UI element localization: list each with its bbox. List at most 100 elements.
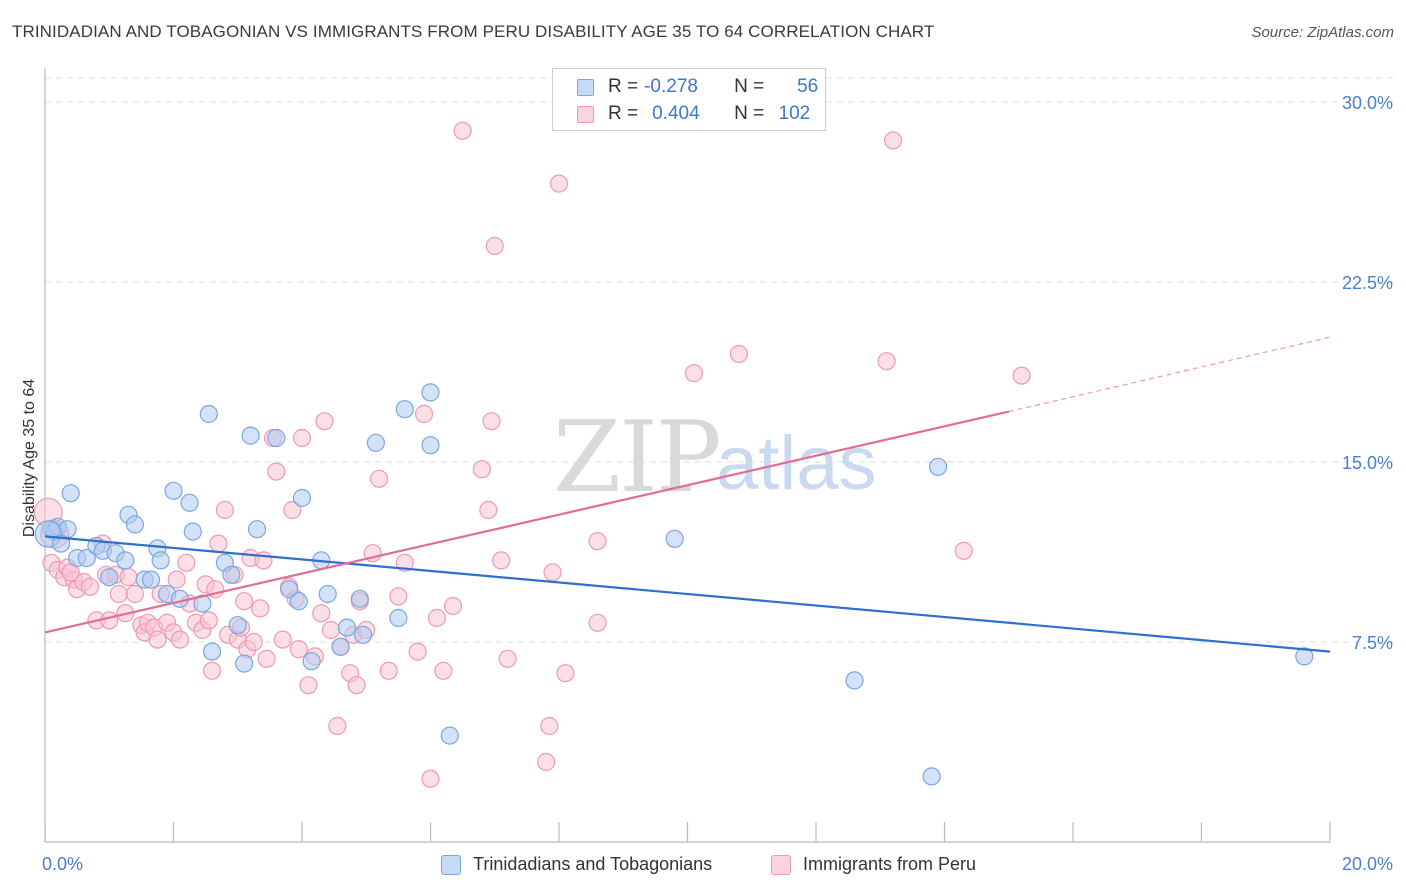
trinidad-point	[116, 551, 135, 570]
peru-point	[215, 500, 234, 520]
peru-point	[588, 532, 607, 551]
y-axis-label: Disability Age 35 to 64	[21, 379, 38, 537]
peru-point	[498, 649, 517, 668]
trinidad-point	[170, 589, 190, 608]
trinidad-point	[180, 493, 199, 512]
y-tick-label: 30.0%	[1342, 93, 1393, 113]
legend-item-peru[interactable]: Immigrants from Peru	[771, 854, 976, 875]
peru-point	[443, 596, 463, 616]
stats-swatch-peru	[577, 105, 594, 123]
peru-point	[883, 131, 903, 150]
trinidad-point	[337, 618, 357, 637]
peru-point	[235, 592, 254, 611]
trinidad-point	[141, 570, 161, 589]
y-tick-label: 22.5%	[1342, 273, 1393, 293]
source-credit: Source: ZipAtlas.com	[1251, 24, 1394, 41]
trinidad-point	[199, 404, 218, 424]
peru-point	[427, 608, 447, 628]
trinidad-point	[267, 428, 286, 448]
peru-point	[370, 469, 389, 488]
y-tick-label: 7.5%	[1352, 633, 1393, 653]
chart-title: TRINIDADIAN AND TOBAGONIAN VS IMMIGRANTS…	[12, 22, 935, 41]
peru-point	[202, 661, 222, 680]
trinidad-point	[247, 520, 267, 539]
stats-n-label: N =	[734, 103, 765, 124]
stats-swatch-trinidad	[577, 78, 594, 96]
trinidad-point	[440, 726, 459, 745]
trinidad-point	[350, 589, 369, 608]
peru-point	[472, 460, 491, 479]
peru-point	[421, 769, 440, 788]
y-tick-label: 15.0%	[1342, 453, 1393, 473]
trinidad-point	[100, 568, 119, 587]
trinidad-point	[421, 383, 440, 402]
peru-point	[492, 551, 511, 570]
peru-point	[684, 364, 704, 383]
trinidad-point	[845, 671, 864, 690]
stats-n-label: N =	[734, 76, 765, 97]
trinidad-point	[151, 551, 170, 570]
peru-point	[543, 563, 562, 582]
peru-point	[125, 584, 145, 604]
peru-point	[267, 462, 286, 481]
peru-point	[328, 716, 347, 736]
peru-point	[199, 611, 218, 630]
peru-point	[167, 570, 186, 589]
peru-trend-line	[44, 410, 1009, 634]
trinidad-point	[366, 433, 385, 452]
peru-point	[379, 661, 398, 680]
peru-point	[251, 599, 270, 618]
peru-point	[556, 664, 575, 683]
x-tick-label: 20.0%	[1342, 854, 1393, 874]
trinidad-point	[928, 457, 948, 476]
stats-r-label: R =	[608, 76, 639, 97]
trinidad-point	[202, 642, 222, 661]
stats-row-peru: R = 0.404 N = 102	[577, 102, 810, 126]
peru-point	[283, 500, 302, 520]
tick-labels: 7.5% 15.0% 22.5% 30.0% 0.0% 20.0%	[42, 93, 1393, 874]
trinidad-point	[922, 767, 941, 786]
trinidad-point	[235, 654, 254, 673]
peru-point	[434, 661, 453, 680]
peru-point	[177, 553, 196, 572]
peru-point	[312, 604, 331, 623]
peru-point	[209, 534, 228, 553]
peru-point	[244, 632, 263, 652]
trinidad-point	[353, 625, 373, 644]
peru-point	[408, 642, 427, 661]
peru-point	[537, 752, 556, 772]
peru-point	[148, 630, 167, 649]
peru-point	[482, 412, 501, 431]
peru-point	[549, 174, 569, 193]
watermark-atlas: atlas	[716, 421, 877, 506]
stats-r-value: -0.278	[644, 76, 698, 97]
stats-r-label: R =	[608, 103, 639, 124]
peru-point	[273, 630, 292, 649]
stats-row-trinidad: R = -0.278 N = 56	[577, 75, 818, 99]
peru-point	[347, 676, 366, 695]
peru-point	[109, 584, 128, 604]
watermark: ZIP atlas	[553, 401, 877, 515]
stats-legend: R = -0.278 N = 56 R = 0.404 N = 102	[552, 68, 826, 131]
peru-point	[395, 553, 414, 572]
peru-trend-extension	[1008, 336, 1331, 413]
stats-n-value: 102	[778, 103, 811, 124]
peru-point	[588, 613, 607, 632]
trinidad-point	[665, 529, 684, 548]
legend-item-trinidad[interactable]: Trinidadians and Tobagonians	[441, 854, 712, 875]
peru-point	[877, 352, 896, 371]
series-peru-points	[33, 121, 1031, 788]
peru-point	[80, 577, 100, 596]
trinidad-point	[292, 488, 312, 508]
peru-point	[100, 611, 119, 630]
series-legend: Trinidadians and Tobagonians Immigrants …	[0, 852, 1406, 878]
peru-point	[321, 620, 341, 640]
trinidad-point	[389, 608, 408, 628]
peru-point	[414, 404, 434, 424]
trinidad-point	[77, 548, 96, 568]
trinidad-point	[280, 580, 299, 599]
peru-point	[170, 630, 190, 649]
stats-r-value: 0.404	[652, 103, 700, 124]
peru-point	[954, 541, 973, 560]
